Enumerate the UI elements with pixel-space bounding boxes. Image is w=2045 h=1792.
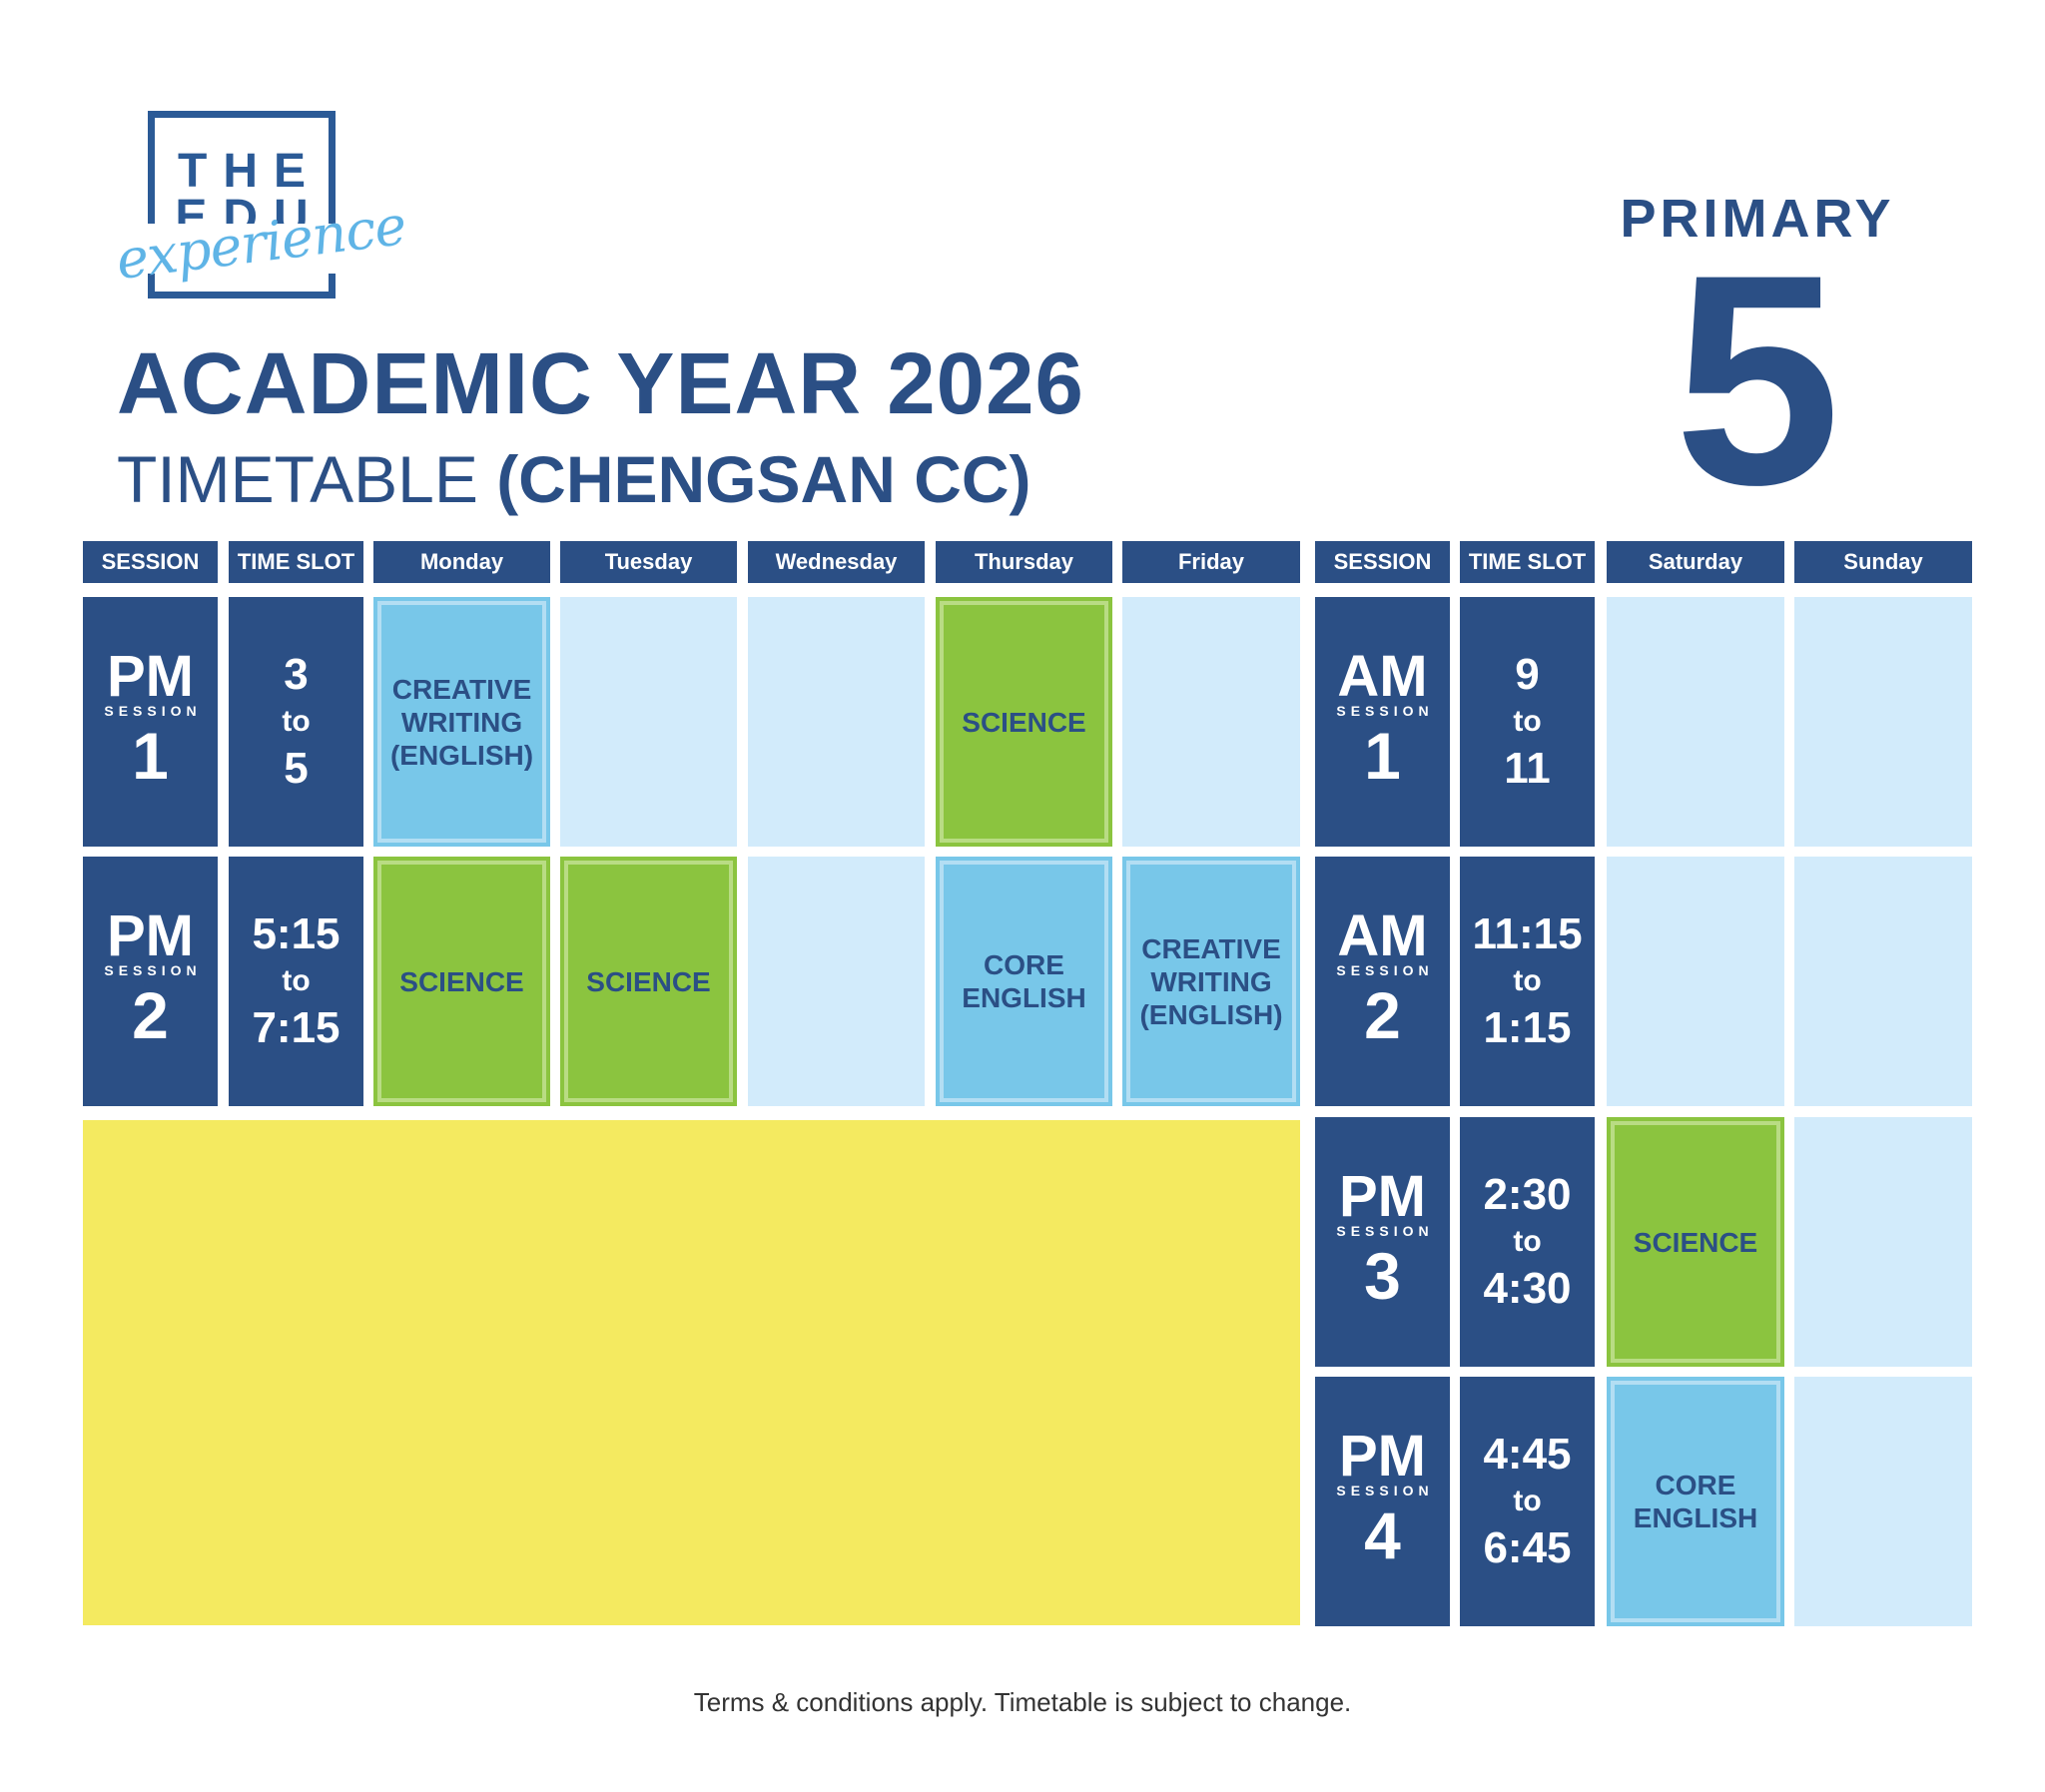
session-cell-pm3: PM SESSION 3: [1315, 1117, 1450, 1367]
empty-cell-wednesday-pm2: [748, 857, 925, 1106]
empty-cell-sunday-am2: [1794, 857, 1972, 1106]
time-start: 3: [284, 650, 309, 699]
header-tuesday: Tuesday: [560, 541, 737, 583]
time-end: 7:15: [252, 1003, 341, 1052]
session-cell-pm2: PM SESSION 2: [83, 857, 218, 1106]
time-to: to: [282, 964, 311, 997]
header-friday: Friday: [1122, 541, 1300, 583]
empty-cell-wednesday-pm1: [748, 597, 925, 847]
empty-cell-friday-pm1: [1122, 597, 1300, 847]
time-cell-pm3: 2:30 to 4:30: [1460, 1117, 1595, 1367]
empty-cell-sunday-pm3: [1794, 1117, 1972, 1367]
header-saturday: Saturday: [1607, 541, 1784, 583]
session-cell-am1: AM SESSION 1: [1315, 597, 1450, 847]
time-end: 11: [1504, 744, 1551, 793]
logo-text-the: THE: [178, 145, 322, 198]
empty-cell-sunday-am1: [1794, 597, 1972, 847]
class-cell-monday-pm2: SCIENCE: [373, 857, 550, 1106]
header-monday: Monday: [373, 541, 550, 583]
logo-script-backdrop: [114, 224, 365, 274]
time-to: to: [1513, 1225, 1542, 1258]
class-cell-thursday-pm1: SCIENCE: [936, 597, 1112, 847]
empty-cell-saturday-am2: [1607, 857, 1784, 1106]
session-cell-am2: AM SESSION 2: [1315, 857, 1450, 1106]
subtitle-prefix: TIMETABLE: [117, 442, 497, 516]
session-type: AM: [1337, 903, 1428, 968]
time-end: 5: [284, 744, 309, 793]
session-type: AM: [1337, 644, 1428, 709]
class-cell-tuesday-pm2: SCIENCE: [560, 857, 737, 1106]
footer-note: Terms & conditions apply. Timetable is s…: [693, 1687, 1352, 1717]
time-start: 9: [1515, 650, 1540, 699]
empty-cell-saturday-am1: [1607, 597, 1784, 847]
level-label: PRIMARY: [1620, 189, 1895, 249]
session-number: 1: [1364, 719, 1401, 793]
class-cell-friday-pm2: CREATIVE WRITING (ENGLISH): [1122, 857, 1300, 1106]
time-start: 2:30: [1483, 1170, 1572, 1219]
header-session: SESSION: [83, 541, 218, 583]
subtitle-location: (CHENGSAN CC): [496, 442, 1031, 516]
time-cell-am2: 11:15 to 1:15: [1460, 857, 1595, 1106]
time-start: 11:15: [1472, 909, 1583, 958]
time-cell-pm2: 5:15 to 7:15: [229, 857, 363, 1106]
class-cell-monday-pm1: CREATIVE WRITING (ENGLISH): [373, 597, 550, 847]
session-label: SESSION: [1336, 1223, 1434, 1239]
session-label: SESSION: [104, 703, 202, 719]
class-cell-saturday-pm3: SCIENCE: [1607, 1117, 1784, 1367]
time-end: 4:30: [1483, 1264, 1572, 1313]
class-cell-thursday-pm2: CORE ENGLISH: [936, 857, 1112, 1106]
class-cell-saturday-pm4: CORE ENGLISH: [1607, 1377, 1784, 1626]
time-to: to: [282, 705, 311, 738]
header-time-slot: TIME SLOT: [229, 541, 363, 583]
session-cell-pm1: PM SESSION 1: [83, 597, 218, 847]
session-number: 2: [1364, 978, 1401, 1052]
session-number: 1: [132, 719, 169, 793]
session-label: SESSION: [1336, 1483, 1434, 1498]
time-to: to: [1513, 1485, 1542, 1517]
session-number: 2: [132, 978, 169, 1052]
session-label: SESSION: [1336, 962, 1434, 978]
session-type: PM: [1339, 1424, 1426, 1489]
header-wednesday: Wednesday: [748, 541, 925, 583]
level-number: 5: [1674, 212, 1841, 547]
session-type: PM: [107, 644, 194, 709]
time-end: 1:15: [1483, 1003, 1572, 1052]
time-start: 5:15: [252, 909, 341, 958]
empty-cell-sunday-pm4: [1794, 1377, 1972, 1626]
page-title: ACADEMIC YEAR 2026: [117, 335, 1084, 432]
time-cell-pm1: 3 to 5: [229, 597, 363, 847]
header-weekend-session: SESSION: [1315, 541, 1450, 583]
session-cell-pm4: PM SESSION 4: [1315, 1377, 1450, 1626]
header-sunday: Sunday: [1794, 541, 1972, 583]
time-to: to: [1513, 964, 1542, 997]
highlight-block: [83, 1120, 1300, 1625]
time-cell-pm4: 4:45 to 6:45: [1460, 1377, 1595, 1626]
time-end: 6:45: [1483, 1523, 1572, 1572]
time-cell-am1: 9 to 11: [1460, 597, 1595, 847]
session-type: PM: [107, 903, 194, 968]
session-type: PM: [1339, 1164, 1426, 1229]
session-label: SESSION: [104, 962, 202, 978]
header-thursday: Thursday: [936, 541, 1112, 583]
session-number: 3: [1364, 1239, 1401, 1313]
session-label: SESSION: [1336, 703, 1434, 719]
page-subtitle: TIMETABLE (CHENGSAN CC): [117, 441, 1031, 517]
time-to: to: [1513, 705, 1542, 738]
empty-cell-tuesday-pm1: [560, 597, 737, 847]
time-start: 4:45: [1483, 1430, 1572, 1479]
session-number: 4: [1364, 1498, 1401, 1572]
header-weekend-time-slot: TIME SLOT: [1460, 541, 1595, 583]
